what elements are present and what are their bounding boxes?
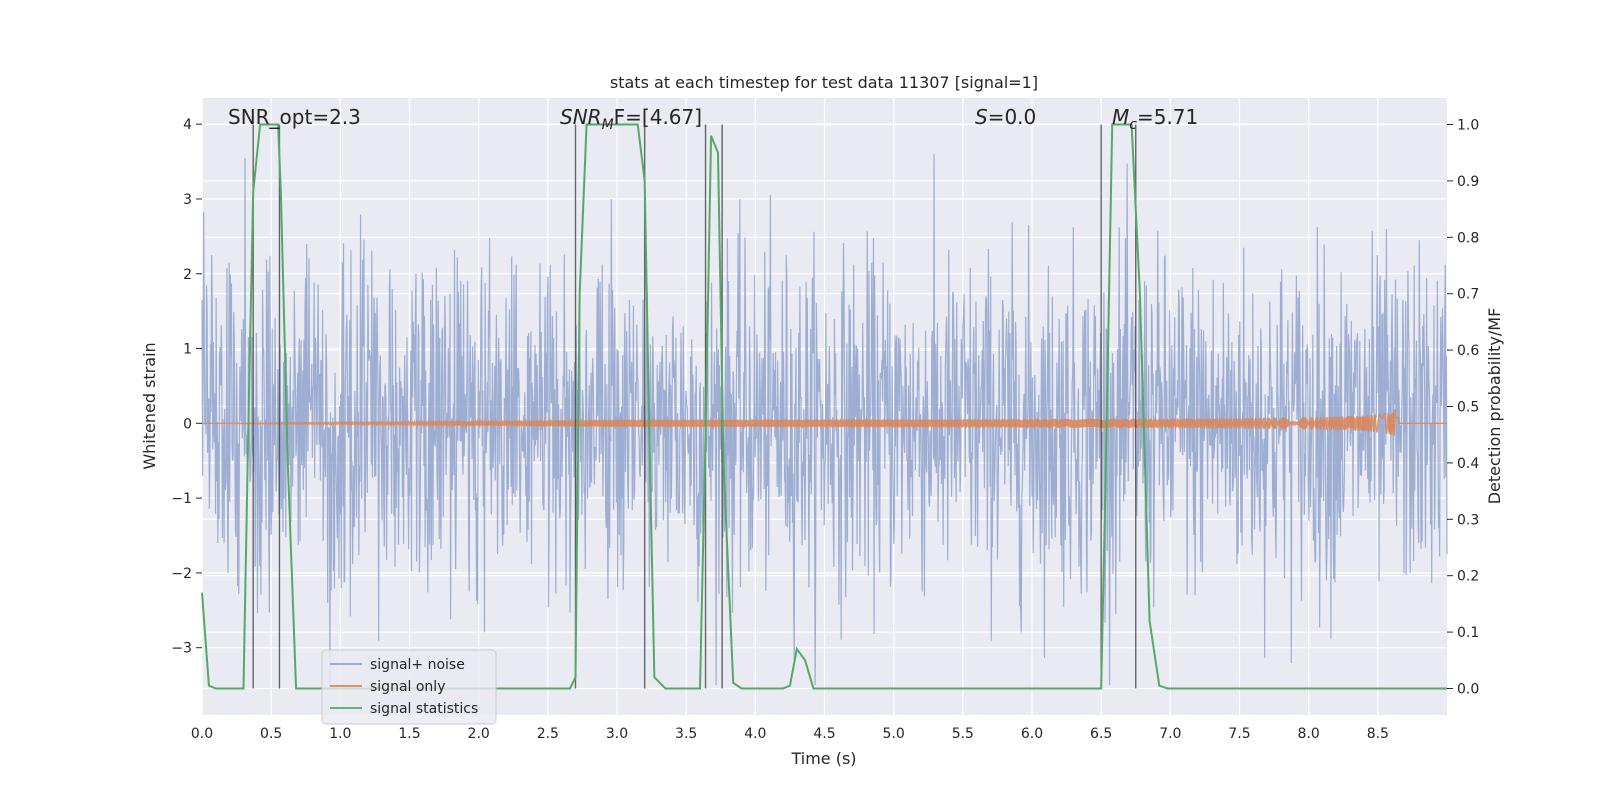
x-tick-label: 4.5 xyxy=(813,726,835,742)
y-tick-label-left: −2 xyxy=(171,566,192,582)
annotation-snr-mf: SNRMF=[4.67] xyxy=(560,105,702,133)
y-tick-label-right: 0.5 xyxy=(1457,400,1479,416)
annotation-s-rest: =0.0 xyxy=(988,105,1037,129)
y-axis-left-ticks: 4 3 2 1 0 −1 −2 −3 xyxy=(171,117,202,657)
signal-noise-series xyxy=(201,154,1448,686)
legend-label-signal-statistics: signal statistics xyxy=(370,701,478,717)
x-tick-label: 3.0 xyxy=(606,726,628,742)
x-tick-label: 2.5 xyxy=(537,726,559,742)
x-tick-label: 1.5 xyxy=(398,726,420,742)
y-tick-label-left: 0 xyxy=(183,416,192,432)
y-tick-label-right: 0.7 xyxy=(1457,287,1479,303)
x-tick-label: 2.0 xyxy=(468,726,490,742)
x-tick-label: 5.0 xyxy=(883,726,905,742)
signal-only-line xyxy=(202,409,1447,436)
x-tick-label: 0.5 xyxy=(260,726,282,742)
annotation-mc-rest: =5.71 xyxy=(1137,105,1198,129)
y-tick-label-left: 1 xyxy=(183,342,192,358)
y-tick-label-left: 4 xyxy=(183,117,192,133)
legend-label-signal-only: signal only xyxy=(370,679,445,695)
x-tick-label: 7.0 xyxy=(1159,726,1181,742)
signal-noise-line xyxy=(201,154,1448,686)
y-tick-label-right: 0.2 xyxy=(1457,569,1479,585)
x-tick-label: 5.5 xyxy=(952,726,974,742)
annotation-snr-mf-main: SNR xyxy=(560,105,602,129)
x-tick-label: 1.0 xyxy=(329,726,351,742)
x-tick-label: 8.0 xyxy=(1298,726,1320,742)
y-tick-label-right: 0.9 xyxy=(1457,174,1479,190)
annotation-s-main: S xyxy=(975,105,988,129)
annotation-mc: Mc=5.71 xyxy=(1112,105,1198,133)
x-tick-label: 0.0 xyxy=(191,726,213,742)
x-tick-label: 6.5 xyxy=(1090,726,1112,742)
y-tick-label-left: 2 xyxy=(183,267,192,283)
x-axis-ticks: 0.0 0.5 1.0 1.5 2.0 2.5 3.0 3.5 4.0 4.5 5.0 5.5 6.0 6… xyxy=(191,726,1389,742)
y-tick-label-right: 0.0 xyxy=(1457,681,1479,697)
annotation-s: S=0.0 xyxy=(975,105,1036,129)
chart-title: stats at each timestep for test data 113… xyxy=(610,73,1038,92)
x-tick-label: 4.0 xyxy=(744,726,766,742)
y-tick-label-right: 0.8 xyxy=(1457,230,1479,246)
x-tick-label: 3.5 xyxy=(675,726,697,742)
y-tick-label-right: 0.3 xyxy=(1457,512,1479,528)
y-tick-label-left: −1 xyxy=(171,491,192,507)
annotation-snr-mf-sub: M xyxy=(602,117,614,133)
signal-only-series xyxy=(202,409,1447,436)
annotation-snr-opt: SNR_opt=2.3 xyxy=(228,105,361,129)
legend-box xyxy=(321,649,497,725)
signal-statistics-line xyxy=(201,123,1447,690)
x-tick-label: 7.5 xyxy=(1228,726,1250,742)
x-tick-label: 8.5 xyxy=(1367,726,1389,742)
y-tick-label-left: −3 xyxy=(171,641,192,657)
annotation-mc-sub: c xyxy=(1129,117,1137,133)
y-tick-label-right: 0.1 xyxy=(1457,625,1479,641)
annotation-mc-main: M xyxy=(1112,105,1129,129)
x-tick-label: 6.0 xyxy=(1021,726,1043,742)
legend: signal+ noise signal only signal statist… xyxy=(321,649,497,725)
grid xyxy=(201,98,1447,715)
x-axis-label: Time (s) xyxy=(790,749,856,768)
y-tick-label-right: 0.6 xyxy=(1457,343,1479,359)
legend-label-signal-noise: signal+ noise xyxy=(370,657,465,673)
y-axis-right-label: Detection probability/MF xyxy=(1485,308,1504,505)
y-tick-label-right: 1.0 xyxy=(1457,118,1479,134)
y-tick-label-left: 3 xyxy=(183,192,192,208)
y-tick-label-right: 0.4 xyxy=(1457,456,1479,472)
y-axis-right-ticks: 1.0 0.9 0.8 0.7 0.6 0.5 0.4 0.3 0.2 0.1 0.0 xyxy=(1447,118,1479,697)
signal-statistics-series xyxy=(201,123,1447,690)
y-axis-left-label: Whitened strain xyxy=(140,342,159,469)
annotation-snr-mf-rest: F=[4.67] xyxy=(614,105,702,129)
